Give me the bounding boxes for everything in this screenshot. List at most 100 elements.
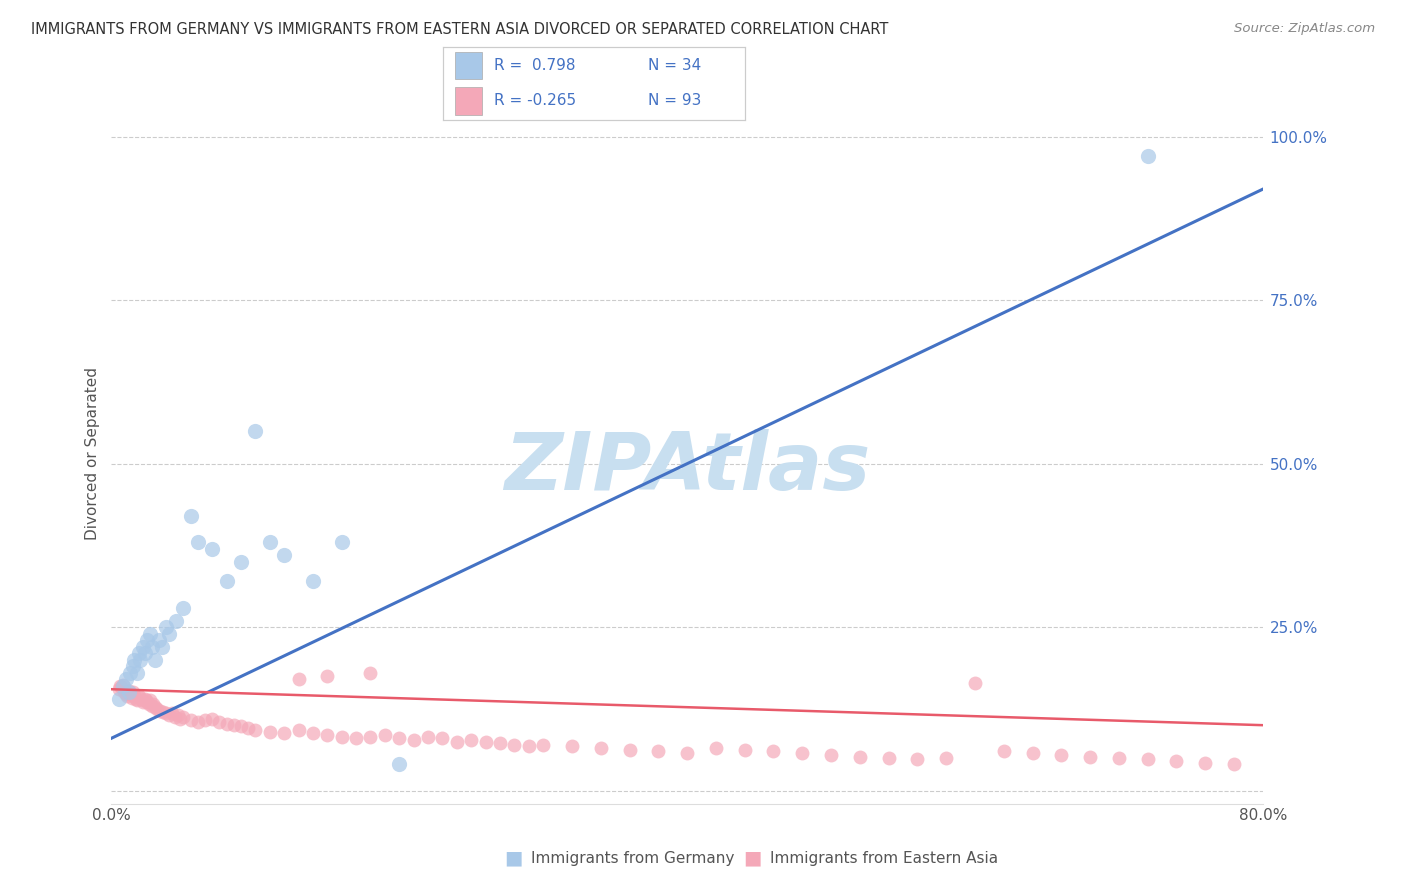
Point <box>1136 149 1159 163</box>
Point <box>138 698 160 712</box>
Point <box>157 626 180 640</box>
Point <box>114 687 136 701</box>
Point <box>129 690 152 705</box>
Point <box>180 508 202 523</box>
Point <box>141 698 163 713</box>
Point <box>734 743 756 757</box>
Point <box>157 708 180 723</box>
Point <box>127 693 149 707</box>
Point <box>531 738 554 752</box>
Point <box>122 659 145 673</box>
Point <box>388 731 411 746</box>
Point <box>172 710 194 724</box>
Point <box>152 705 174 719</box>
Point <box>128 646 150 660</box>
Point <box>120 665 142 680</box>
Point <box>849 749 872 764</box>
Point <box>128 689 150 703</box>
Point <box>619 743 641 757</box>
Point <box>416 730 439 744</box>
Point <box>229 719 252 733</box>
Point <box>110 680 132 694</box>
Point <box>146 702 169 716</box>
Point <box>201 712 224 726</box>
Point <box>112 685 135 699</box>
Text: ■: ■ <box>503 848 523 868</box>
Point <box>877 751 900 765</box>
Point <box>118 685 141 699</box>
Point <box>155 620 177 634</box>
Point <box>446 734 468 748</box>
Point <box>118 684 141 698</box>
Point <box>129 653 152 667</box>
Point <box>302 574 325 589</box>
Point <box>316 728 339 742</box>
Point <box>187 535 209 549</box>
Point <box>1021 746 1043 760</box>
Point <box>222 718 245 732</box>
Point <box>935 751 957 765</box>
Point <box>359 730 381 744</box>
Point <box>229 555 252 569</box>
Point <box>132 640 155 654</box>
Point <box>517 739 540 753</box>
Point <box>273 548 295 562</box>
Point <box>127 665 149 680</box>
Text: R = -0.265: R = -0.265 <box>495 93 576 108</box>
Point <box>134 692 156 706</box>
Point <box>388 757 411 772</box>
Point <box>136 633 159 648</box>
Point <box>792 746 814 760</box>
Point <box>107 682 129 697</box>
Point <box>489 736 512 750</box>
Point <box>704 741 727 756</box>
Text: R =  0.798: R = 0.798 <box>495 58 576 73</box>
Point <box>114 673 136 687</box>
Point <box>149 704 172 718</box>
Point <box>120 687 142 701</box>
Point <box>169 712 191 726</box>
Point <box>132 695 155 709</box>
Point <box>139 626 162 640</box>
Point <box>359 665 381 680</box>
Point <box>125 692 148 706</box>
Point <box>1078 749 1101 764</box>
Point <box>172 600 194 615</box>
Point <box>589 741 612 756</box>
Point <box>647 744 669 758</box>
Text: N = 93: N = 93 <box>648 93 702 108</box>
Point <box>1223 757 1246 772</box>
Point <box>208 714 231 729</box>
Text: N = 34: N = 34 <box>648 58 702 73</box>
Point <box>287 673 309 687</box>
FancyBboxPatch shape <box>456 87 482 114</box>
Point <box>165 614 187 628</box>
Point <box>135 693 157 707</box>
Point <box>150 640 173 654</box>
Text: Source: ZipAtlas.com: Source: ZipAtlas.com <box>1234 22 1375 36</box>
Point <box>236 722 259 736</box>
Point <box>561 739 583 753</box>
Text: Immigrants from Eastern Asia: Immigrants from Eastern Asia <box>770 851 998 865</box>
Text: ■: ■ <box>742 848 762 868</box>
Point <box>259 724 281 739</box>
Point <box>1194 756 1216 770</box>
Y-axis label: Divorced or Separated: Divorced or Separated <box>86 368 100 541</box>
Point <box>215 574 238 589</box>
Point <box>107 692 129 706</box>
Point <box>201 541 224 556</box>
Point <box>963 675 986 690</box>
Point <box>122 685 145 699</box>
Point <box>108 679 131 693</box>
Point <box>1108 751 1130 765</box>
FancyBboxPatch shape <box>456 52 482 79</box>
Point <box>402 732 425 747</box>
Point <box>124 689 146 703</box>
Point <box>111 679 134 693</box>
Point <box>194 713 217 727</box>
Point <box>143 699 166 714</box>
Point <box>215 717 238 731</box>
Point <box>143 653 166 667</box>
Text: ZIPAtlas: ZIPAtlas <box>503 429 870 507</box>
Point <box>273 726 295 740</box>
